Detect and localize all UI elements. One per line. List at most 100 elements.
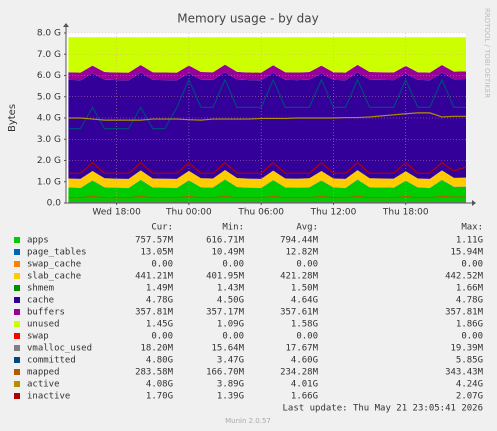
x-tick-label: Thu 18:00 bbox=[382, 208, 429, 218]
legend-swatch bbox=[14, 357, 20, 363]
legend-stat: 0.00 bbox=[222, 332, 244, 342]
legend-stat: 17.67M bbox=[285, 344, 318, 354]
legend-stat: 0.00 bbox=[222, 260, 244, 270]
legend-stat: 12.82M bbox=[285, 248, 318, 258]
legend-stat: 0.00 bbox=[461, 260, 483, 270]
legend-stat: 441.21M bbox=[135, 272, 174, 282]
legend-swatch bbox=[14, 237, 20, 243]
legend-stat: 4.01G bbox=[291, 380, 318, 390]
legend-stat: 1.09G bbox=[217, 320, 244, 330]
legend-stat: 18.20M bbox=[140, 344, 173, 354]
line-mapped bbox=[68, 196, 466, 199]
legend-stat: 3.47G bbox=[217, 356, 244, 366]
legend-stat: 0.00 bbox=[296, 332, 318, 342]
legend-stat: 10.49M bbox=[211, 248, 244, 258]
legend-stat: 421.28M bbox=[280, 272, 319, 282]
y-tick-label: 8.0 G bbox=[37, 29, 61, 39]
legend-entry: slab_cache bbox=[27, 272, 81, 282]
side-text: RRDTOOL / TOBI OETIKER bbox=[483, 8, 491, 98]
x-axis-arrow bbox=[472, 200, 476, 206]
legend-entry: swap bbox=[27, 332, 49, 342]
line-active bbox=[68, 112, 466, 121]
line-committed bbox=[68, 78, 466, 130]
legend-stat: 1.39G bbox=[217, 392, 244, 402]
legend-stat: 15.64M bbox=[211, 344, 244, 354]
legend-stat: 1.86G bbox=[456, 320, 483, 330]
legend-swatch bbox=[14, 249, 20, 255]
legend-entry: inactive bbox=[27, 392, 70, 402]
legend-swatch bbox=[14, 321, 20, 327]
legend-swatch bbox=[14, 393, 20, 399]
legend-header: Max: bbox=[461, 223, 483, 233]
legend-entry: unused bbox=[27, 320, 60, 330]
legend-entry: swap_cache bbox=[27, 260, 81, 270]
legend-stat: 4.60G bbox=[291, 356, 318, 366]
legend-stat: 357.81M bbox=[135, 308, 174, 318]
legend-stat: 1.43M bbox=[217, 284, 245, 294]
legend-swatch bbox=[14, 273, 20, 279]
y-tick-label: 4.0 G bbox=[37, 114, 61, 124]
area-slab-cache bbox=[68, 169, 466, 188]
y-tick-label: 3.0 G bbox=[37, 135, 61, 145]
y-tick-label: 2.0 G bbox=[37, 156, 61, 166]
legend-entry: mapped bbox=[27, 368, 60, 378]
legend-stat: 3.89G bbox=[217, 380, 244, 390]
legend-entry: page_tables bbox=[27, 248, 87, 258]
legend-stat: 343.43M bbox=[445, 368, 484, 378]
legend-stat: 616.71M bbox=[206, 236, 245, 246]
legend-stat: 1.70G bbox=[146, 392, 173, 402]
area-cache bbox=[68, 72, 466, 179]
legend-swatch bbox=[14, 345, 20, 351]
legend-stat: 1.66M bbox=[456, 284, 484, 294]
legend-stat: 4.24G bbox=[456, 380, 483, 390]
legend-swatch bbox=[14, 297, 20, 303]
legend-stat: 357.17M bbox=[206, 308, 245, 318]
legend-stat: 1.11G bbox=[456, 236, 483, 246]
y-axis-label: Bytes bbox=[7, 104, 18, 132]
legend-stat: 1.50M bbox=[291, 284, 319, 294]
legend-stat: 757.57M bbox=[135, 236, 174, 246]
legend-stat: 357.61M bbox=[280, 308, 319, 318]
legend-stat: 0.00 bbox=[151, 332, 173, 342]
legend-stat: 166.70M bbox=[206, 368, 245, 378]
legend-entry: buffers bbox=[27, 308, 65, 318]
legend-stat: 1.58G bbox=[291, 320, 318, 330]
legend-stat: 1.66G bbox=[291, 392, 318, 402]
legend-stat: 4.78G bbox=[456, 296, 483, 306]
legend-stat: 15.94M bbox=[450, 248, 483, 258]
legend-stat: 357.81M bbox=[445, 308, 484, 318]
x-tick-label: Wed 18:00 bbox=[92, 208, 141, 218]
legend-stat: 442.52M bbox=[445, 272, 484, 282]
legend-stat: 0.00 bbox=[151, 260, 173, 270]
y-tick-label: 0.0 bbox=[47, 199, 62, 209]
last-update: Last update: Thu May 21 23:05:41 2026 bbox=[283, 404, 483, 414]
x-tick-label: Thu 06:00 bbox=[237, 208, 284, 218]
legend-entry: committed bbox=[27, 356, 76, 366]
legend-header: Min: bbox=[222, 223, 244, 233]
y-tick-label: 1.0 G bbox=[37, 177, 61, 187]
y-axis-arrow bbox=[63, 23, 69, 27]
legend-swatch bbox=[14, 381, 20, 387]
legend-swatch bbox=[14, 369, 20, 375]
legend-stat: 2.07G bbox=[456, 392, 483, 402]
legend-entry: vmalloc_used bbox=[27, 344, 92, 354]
legend-header: Cur: bbox=[151, 223, 173, 233]
line-inactive bbox=[68, 161, 467, 174]
legend-stat: 1.49M bbox=[146, 284, 174, 294]
legend-swatch bbox=[14, 285, 20, 291]
y-tick-label: 6.0 G bbox=[37, 71, 61, 81]
legend-stat: 5.85G bbox=[456, 356, 483, 366]
legend-stat: 13.05M bbox=[140, 248, 173, 258]
legend-entry: shmem bbox=[27, 284, 54, 294]
legend-stat: 0.00 bbox=[296, 260, 318, 270]
legend-stat: 234.28M bbox=[280, 368, 319, 378]
legend-entry: cache bbox=[27, 296, 54, 306]
legend-stat: 794.44M bbox=[280, 236, 319, 246]
legend-swatch bbox=[14, 309, 20, 315]
area-buffers bbox=[68, 64, 466, 81]
version: Munin 2.0.57 bbox=[225, 417, 271, 425]
legend-stat: 4.80G bbox=[146, 356, 173, 366]
legend-stat: 0.00 bbox=[461, 332, 483, 342]
